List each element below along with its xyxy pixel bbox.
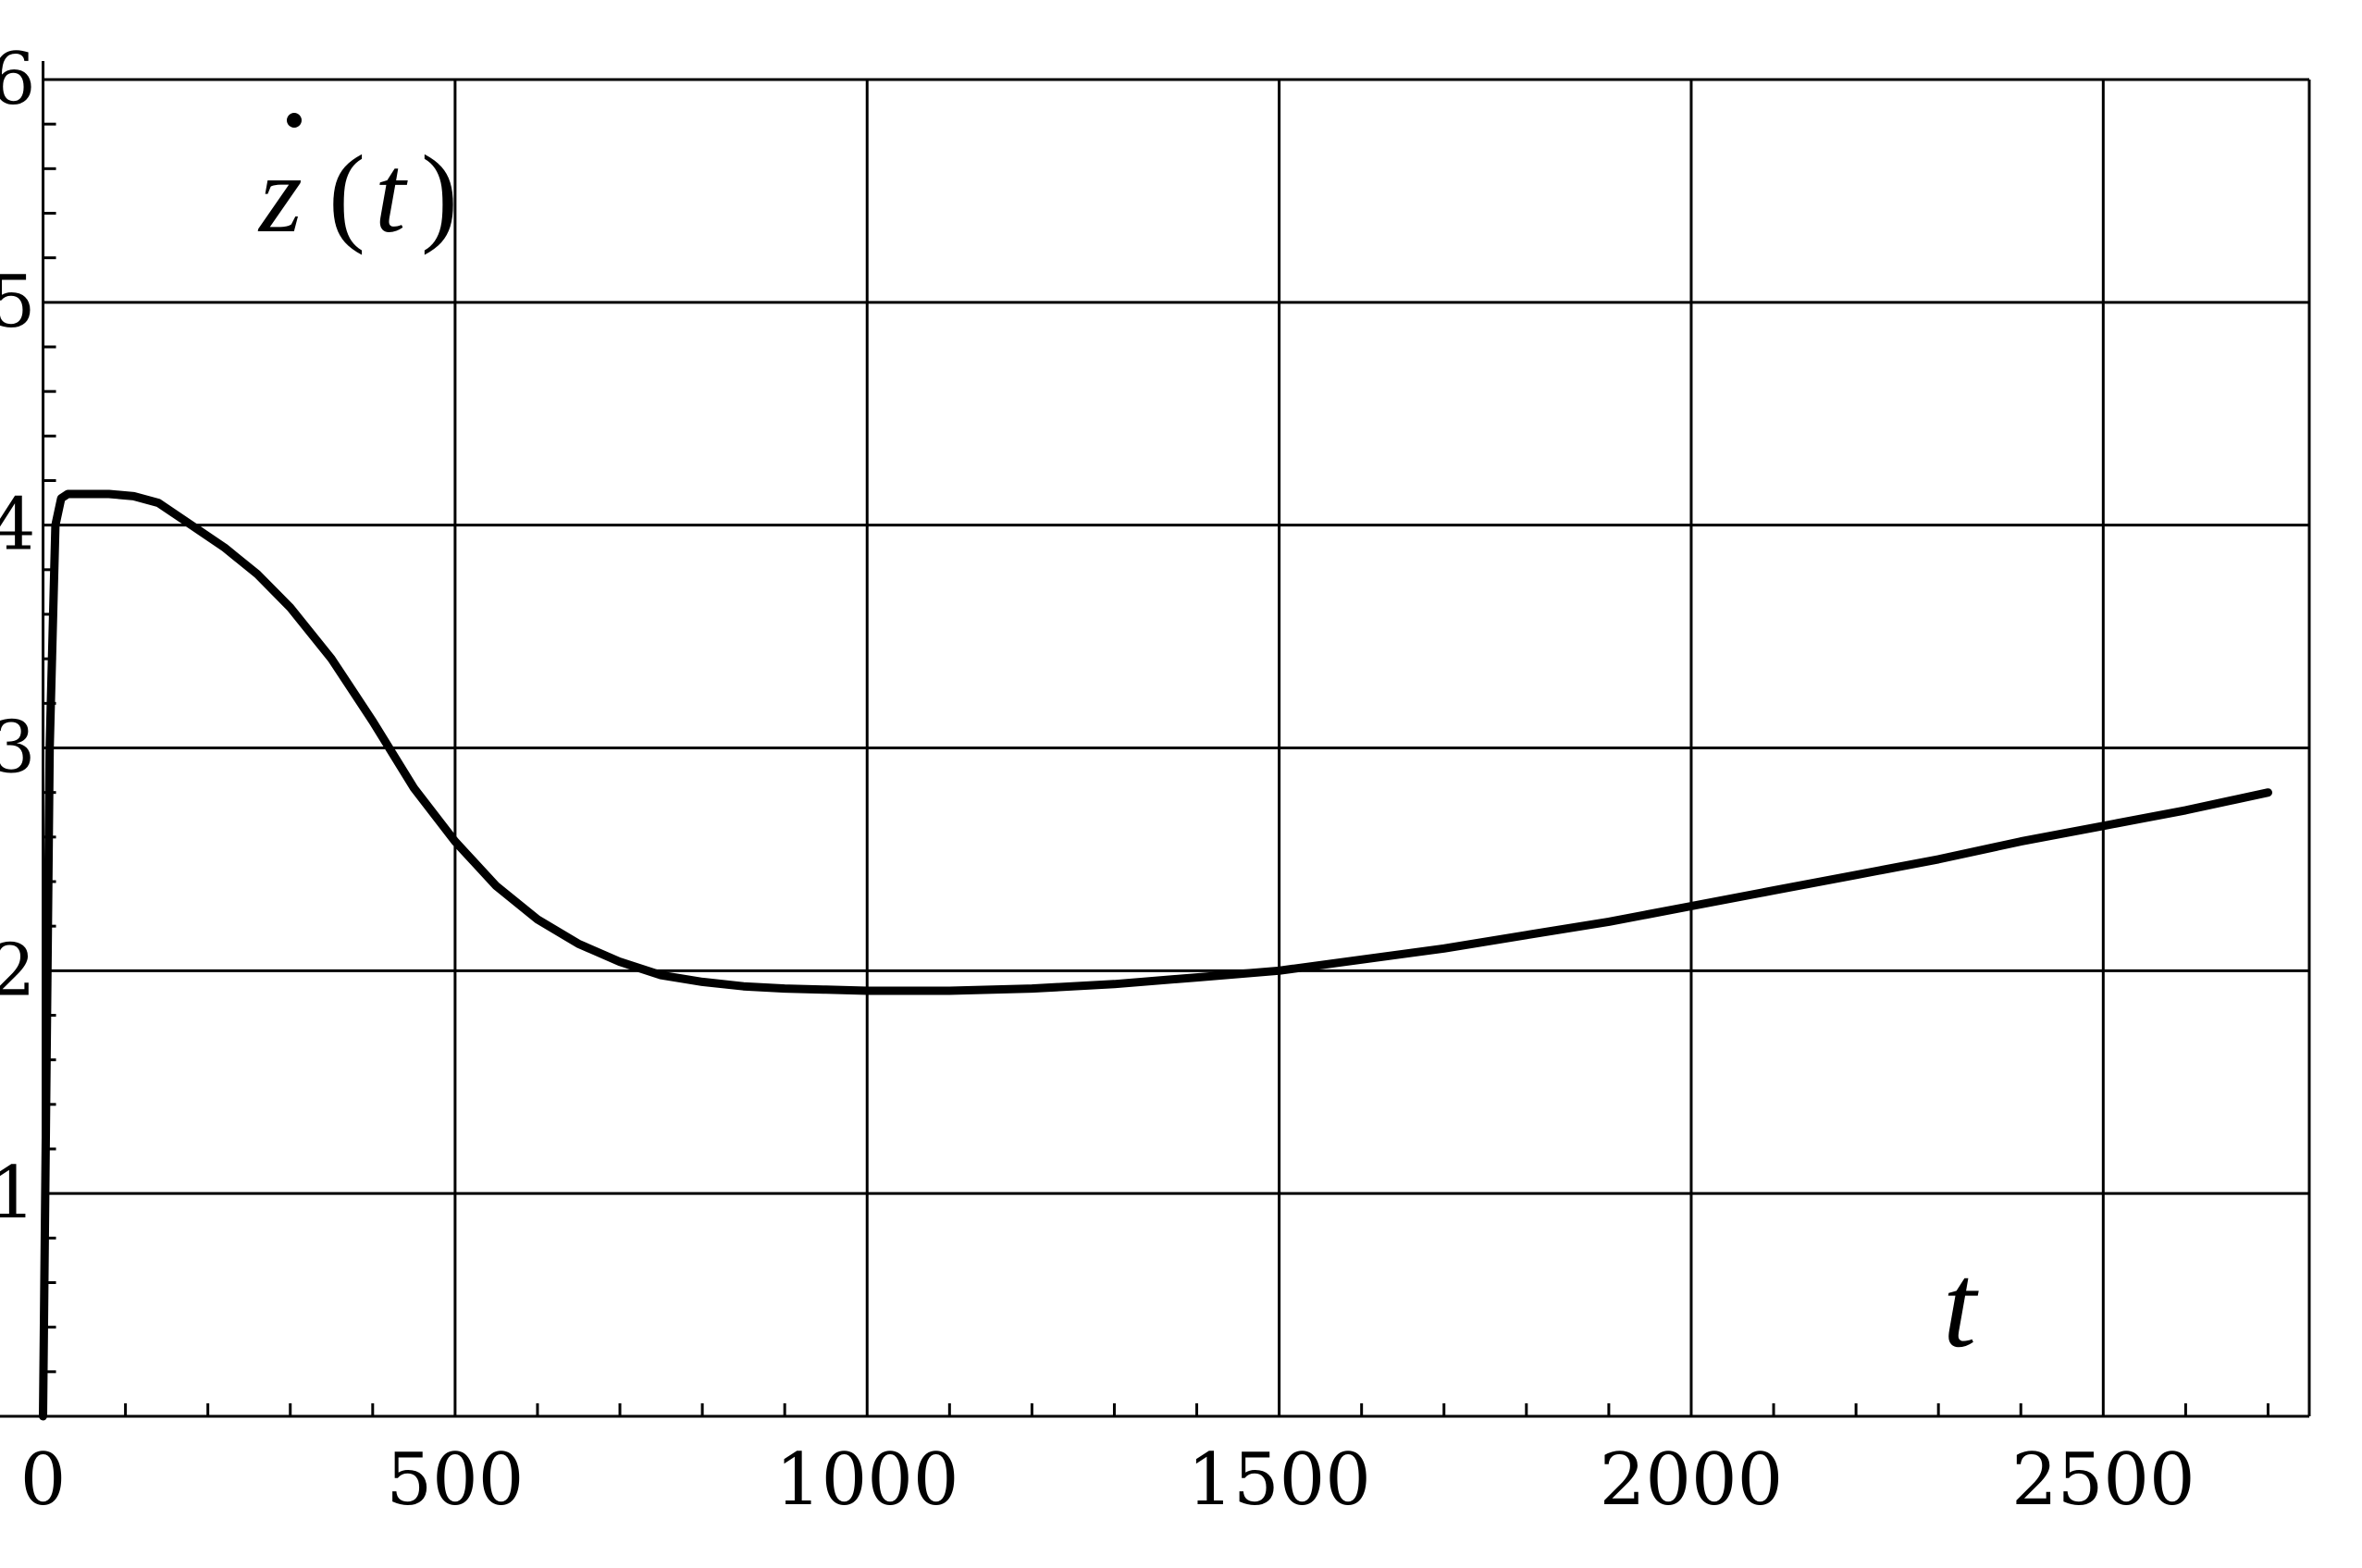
y-axis-title-arg: t xyxy=(375,132,408,255)
y-axis-title-open-paren: ( xyxy=(328,132,365,255)
y-tick-label: 0.6 xyxy=(0,38,36,121)
y-axis-title: z ( t ) xyxy=(257,113,458,255)
x-tick-label: 2000 xyxy=(1600,1438,1784,1522)
series-line xyxy=(39,489,2272,1421)
x-tick-label: 500 xyxy=(386,1438,524,1522)
x-tick-label: 1500 xyxy=(1187,1438,1371,1522)
y-tick-label: 0.4 xyxy=(0,484,36,567)
y-axis-title-base: z xyxy=(257,132,303,255)
y-axis-title-close-paren: ) xyxy=(421,132,458,255)
series-layer xyxy=(39,489,2272,1421)
y-tick-label: 0.3 xyxy=(0,707,36,790)
x-axis-title: t xyxy=(1943,1240,1979,1373)
x-tick-label: 1000 xyxy=(775,1438,959,1522)
y-tick-label: 0.1 xyxy=(0,1152,36,1235)
y-axis-title-dot xyxy=(287,113,302,128)
y-tick-label: 0.2 xyxy=(0,929,36,1012)
x-tick-label: 0 xyxy=(20,1438,67,1522)
tick-labels: 0 500 1000 1500 2000 2500 0.1 0.2 0.3 0.4 0.5 0.6 xyxy=(0,38,2195,1522)
y-tick-label: 0.5 xyxy=(0,261,36,344)
grid xyxy=(43,78,2311,1416)
x-tick-label: 2500 xyxy=(2011,1438,2195,1522)
